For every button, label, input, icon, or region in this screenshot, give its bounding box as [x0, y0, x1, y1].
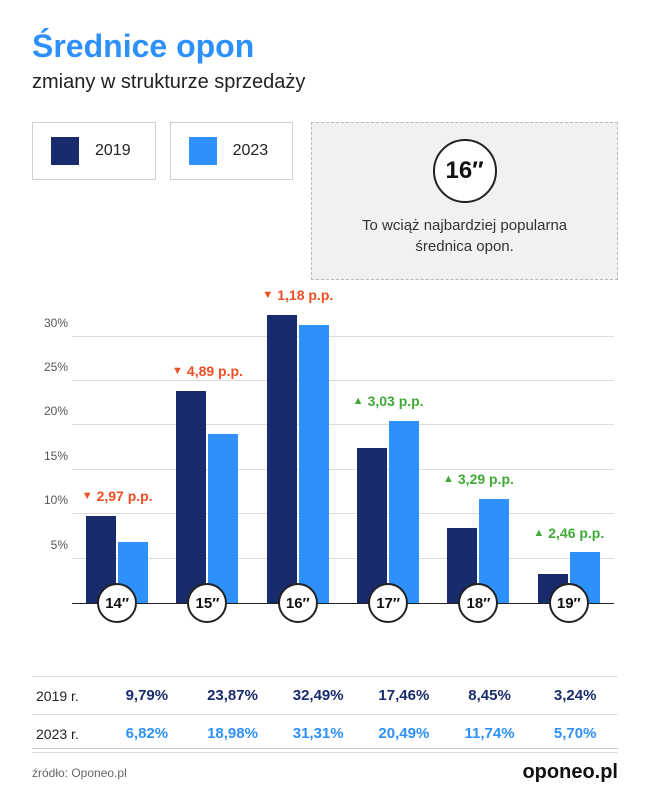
y-tick-label: 10%: [32, 493, 68, 507]
delta-label: ▲ 3,29 p.p.: [443, 471, 514, 487]
y-tick-label: 5%: [32, 538, 68, 552]
delta-value: 1,18 p.p.: [277, 287, 333, 303]
delta-value: 4,89 p.p.: [187, 363, 243, 379]
delta-label: ▼ 2,97 p.p.: [82, 488, 153, 504]
legend-label: 2019: [95, 142, 131, 160]
arrow-up-icon: ▲: [353, 395, 364, 407]
bar: [176, 391, 206, 603]
delta-value: 3,29 p.p.: [458, 471, 514, 487]
y-tick-label: 20%: [32, 404, 68, 418]
delta-label: ▲ 3,03 p.p.: [353, 393, 424, 409]
arrow-up-icon: ▲: [443, 473, 454, 485]
bar: [299, 325, 329, 603]
y-tick-label: 25%: [32, 360, 68, 374]
table-cell: 11,74%: [447, 725, 533, 742]
page-title: Średnice opon: [32, 28, 618, 65]
legend-item: 2019: [32, 122, 156, 180]
table-cell: 23,87%: [190, 687, 276, 704]
bar-chart: 5%10%15%20%25%30%▼2,97 p.p.14″▼4,89 p.p.…: [72, 310, 614, 640]
brand-logo: oponeo.pl: [522, 761, 618, 784]
legend-item: 2023: [170, 122, 294, 180]
bar-group: ▲3,29 p.p.18″: [433, 310, 523, 603]
row-label: 2019 r.: [32, 688, 104, 704]
table-cell: 3,24%: [532, 687, 618, 704]
table-cell: 8,45%: [447, 687, 533, 704]
table-cell: 5,70%: [532, 725, 618, 742]
arrow-up-icon: ▲: [533, 527, 544, 539]
table-cell: 6,82%: [104, 725, 190, 742]
x-category-badge: 16″: [278, 583, 318, 623]
arrow-down-icon: ▼: [262, 289, 273, 301]
source-label: źródło: Oponeo.pl: [32, 766, 127, 780]
bar: [357, 448, 387, 603]
table-cell: 9,79%: [104, 687, 190, 704]
x-category-badge: 19″: [549, 583, 589, 623]
delta-value: 3,03 p.p.: [368, 393, 424, 409]
arrow-down-icon: ▼: [82, 490, 93, 502]
legend-swatch: [189, 137, 217, 165]
bar-group: ▲2,46 p.p.19″: [524, 310, 614, 603]
row-label: 2023 r.: [32, 726, 104, 742]
arrow-down-icon: ▼: [172, 365, 183, 377]
bar: [267, 315, 297, 603]
table-cell: 32,49%: [275, 687, 361, 704]
footer: źródło: Oponeo.pl oponeo.pl: [32, 748, 618, 784]
bar-group: ▼4,89 p.p.15″: [162, 310, 252, 603]
legend: 2019 2023: [32, 122, 293, 180]
table-cell: 31,31%: [275, 725, 361, 742]
delta-value: 2,46 p.p.: [548, 525, 604, 541]
table-row: 2019 r.9,79%23,87%32,49%17,46%8,45%3,24%: [32, 676, 618, 715]
y-tick-label: 30%: [32, 316, 68, 330]
row-cells: 6,82%18,98%31,31%20,49%11,74%5,70%: [104, 725, 618, 742]
row-cells: 9,79%23,87%32,49%17,46%8,45%3,24%: [104, 687, 618, 704]
y-tick-label: 15%: [32, 449, 68, 463]
top-row: 2019 2023 16″ To wciąż najbardziej popula…: [32, 122, 618, 280]
bar-group: ▼2,97 p.p.14″: [72, 310, 162, 603]
delta-label: ▼ 4,89 p.p.: [172, 363, 243, 379]
bar-group: ▲3,03 p.p.17″: [343, 310, 433, 603]
data-table: 2019 r.9,79%23,87%32,49%17,46%8,45%3,24%…: [32, 676, 618, 753]
delta-label: ▲ 2,46 p.p.: [533, 525, 604, 541]
x-category-badge: 18″: [458, 583, 498, 623]
callout-box: 16″ To wciąż najbardziej popularna średn…: [311, 122, 618, 280]
x-category-badge: 15″: [187, 583, 227, 623]
bars-row: ▼2,97 p.p.14″▼4,89 p.p.15″▼1,18 p.p.16″▲…: [72, 310, 614, 603]
legend-label: 2023: [233, 142, 269, 160]
bar: [208, 434, 238, 603]
delta-value: 2,97 p.p.: [97, 488, 153, 504]
delta-label: ▼ 1,18 p.p.: [262, 287, 333, 303]
callout-badge: 16″: [433, 139, 497, 203]
callout-text: To wciąż najbardziej popularna średnica …: [336, 215, 593, 257]
page-subtitle: zmiany w strukturze sprzedaży: [32, 71, 618, 94]
x-category-badge: 14″: [97, 583, 137, 623]
legend-swatch: [51, 137, 79, 165]
table-cell: 17,46%: [361, 687, 447, 704]
bar-group: ▼1,18 p.p.16″: [253, 310, 343, 603]
table-cell: 18,98%: [190, 725, 276, 742]
x-category-badge: 17″: [368, 583, 408, 623]
bar: [389, 421, 419, 603]
table-cell: 20,49%: [361, 725, 447, 742]
